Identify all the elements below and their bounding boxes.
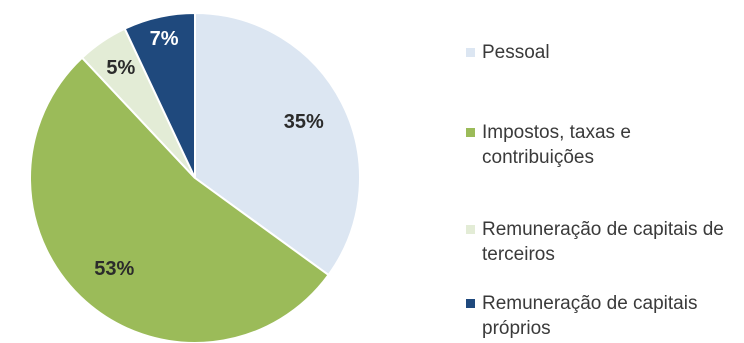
legend-item-pessoal: Pessoal (466, 40, 737, 65)
legend-label-pessoal: Pessoal (482, 42, 550, 63)
pie-slice-pessoal (194, 11, 361, 277)
pie-label-pessoal: 35% (284, 111, 324, 133)
pie-slice-capitais-proprios (123, 11, 196, 179)
legend-swatch-capitais-proprios (466, 299, 475, 308)
pie-slice-impostos (29, 56, 330, 343)
pie-label-capitais-terceiros: 5% (106, 57, 135, 79)
pie-label-capitais-proprios: 7% (150, 28, 179, 50)
pie-plot-area: 35% 53% 5% 7% (29, 11, 361, 343)
legend-label-capitais-terceiros: Remuneração de capitais de terceiros (482, 219, 724, 265)
legend-label-capitais-proprios: Remuneração de capitais próprios (482, 293, 698, 339)
legend-label-impostos: Impostos, taxas e contribuições (482, 122, 631, 168)
legend-swatch-impostos (466, 128, 475, 137)
legend-item-impostos: Impostos, taxas e contribuições (466, 120, 737, 170)
pie-label-impostos: 53% (94, 258, 134, 280)
legend-item-capitais-terceiros: Remuneração de capitais de terceiros (466, 217, 737, 267)
legend-item-capitais-proprios: Remuneração de capitais próprios (466, 291, 737, 341)
legend-swatch-capitais-terceiros (466, 225, 475, 234)
legend-swatch-pessoal (466, 48, 475, 57)
